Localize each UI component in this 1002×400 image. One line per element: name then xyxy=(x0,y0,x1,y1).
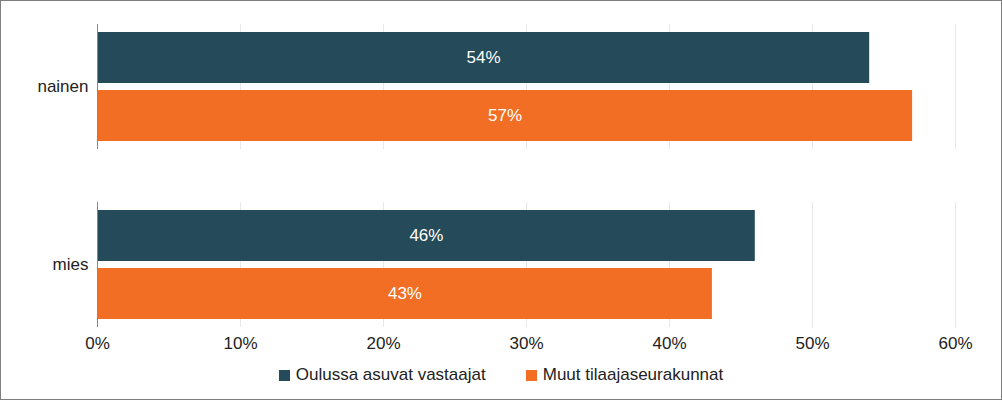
svg-text:mies: mies xyxy=(53,255,89,274)
svg-text:40%: 40% xyxy=(652,334,686,353)
svg-text:0%: 0% xyxy=(85,334,110,353)
html-text:Oulussa asuvat vastaajat: Oulussa asuvat vastaajat xyxy=(295,365,486,384)
svg-text:60%: 60% xyxy=(938,334,972,353)
svg-text:nainen: nainen xyxy=(37,77,88,96)
svg-text:10%: 10% xyxy=(223,334,257,353)
svg-text:43%: 43% xyxy=(388,284,422,303)
svg-text:57%: 57% xyxy=(488,106,522,125)
svg-text:46%: 46% xyxy=(409,226,443,245)
svg-text:30%: 30% xyxy=(509,334,543,353)
svg-text:50%: 50% xyxy=(795,334,829,353)
svg-text:20%: 20% xyxy=(366,334,400,353)
html-text:Muut tilaajaseurakunnat: Muut tilaajaseurakunnat xyxy=(542,365,724,384)
svg-text:54%: 54% xyxy=(467,48,501,67)
